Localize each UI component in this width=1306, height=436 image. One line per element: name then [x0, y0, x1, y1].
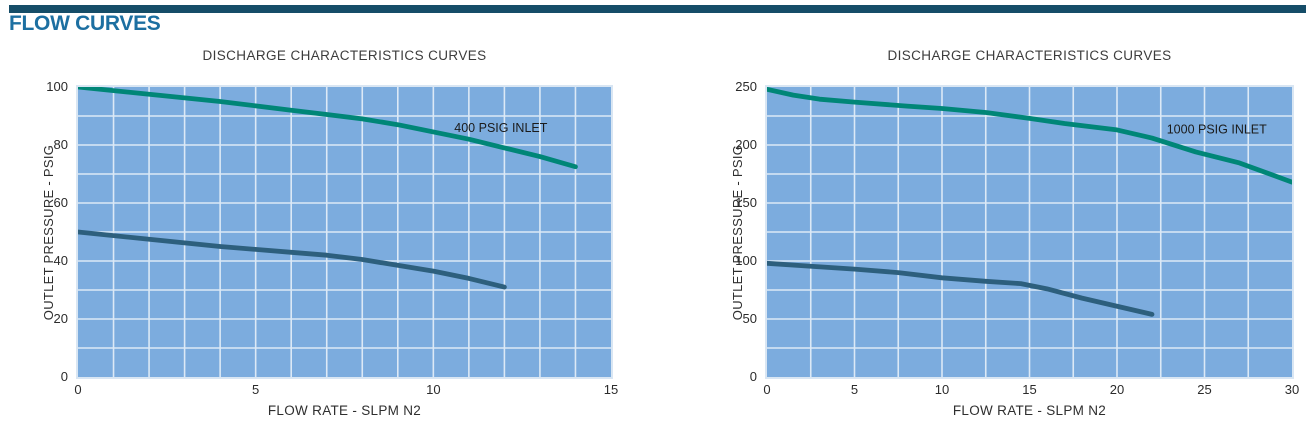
y-axis-label-text: OUTLET PRESSURE - PSIG: [730, 144, 746, 320]
x-tick-label: 30: [1284, 382, 1300, 397]
series-curve-0: [78, 87, 578, 170]
y-tick-label: 80: [53, 137, 68, 152]
y-tick-label: 20: [53, 311, 68, 326]
y-tick-label: 0: [749, 369, 757, 384]
y-tick-label: 60: [53, 195, 68, 210]
x-tick-label: 10: [934, 382, 950, 397]
y-tick-label: 100: [46, 79, 68, 94]
y-tick-label: 200: [735, 137, 757, 152]
x-tick-label: 25: [1197, 382, 1212, 397]
y-tick-label: 0: [60, 369, 68, 384]
plot-canvas: 1000 PSIG INLET: [767, 87, 1292, 377]
x-axis-label: FLOW RATE - SLPM N2: [952, 403, 1107, 418]
y-tick-label: 50: [742, 311, 757, 326]
chart-left: DISCHARGE CHARACTERISTICS CURVES OUTLET …: [38, 48, 619, 418]
y-tick-label: 250: [735, 79, 757, 94]
x-tick-label: 0: [74, 382, 82, 397]
x-tick-label: 15: [603, 382, 619, 397]
plot-area: 400 PSIG INLET: [76, 85, 613, 379]
series-curve-0: [767, 87, 1292, 185]
chart-title: DISCHARGE CHARACTERISTICS CURVES: [887, 48, 1172, 63]
series-inline-label: 400 PSIG INLET: [454, 121, 547, 135]
chart-title: DISCHARGE CHARACTERISTICS CURVES: [202, 48, 487, 63]
y-axis-label-text: OUTLET PRESSURE - PSIG: [41, 144, 57, 320]
series-curve-1: [78, 229, 507, 290]
chart-right: DISCHARGE CHARACTERISTICS CURVES OUTLET …: [653, 0, 1306, 436]
header-rule: [9, 5, 1306, 13]
y-axis-label: OUTLET PRESSURE - PSIG: [727, 87, 749, 377]
series-curve-1: [767, 260, 1155, 317]
series-inline-label: 1000 PSIG INLET: [1167, 122, 1267, 136]
y-tick-label: 100: [735, 253, 757, 268]
y-axis-label: OUTLET PRESSURE - PSIG: [38, 87, 60, 377]
x-tick-label: 15: [1022, 382, 1037, 397]
x-tick-label: 0: [763, 382, 771, 397]
x-tick-label: 5: [850, 382, 859, 397]
x-tick-label: 5: [252, 382, 260, 397]
page-title: FLOW CURVES: [9, 12, 161, 35]
x-tick-label: 10: [426, 382, 441, 397]
x-axis-label: FLOW RATE - SLPM N2: [267, 403, 422, 418]
plot-area: 1000 PSIG INLET: [765, 85, 1294, 379]
y-tick-label: 40: [53, 253, 68, 268]
plot-canvas: 400 PSIG INLET: [78, 87, 611, 377]
y-tick-label: 150: [735, 195, 757, 210]
x-tick-label: 20: [1109, 382, 1125, 397]
